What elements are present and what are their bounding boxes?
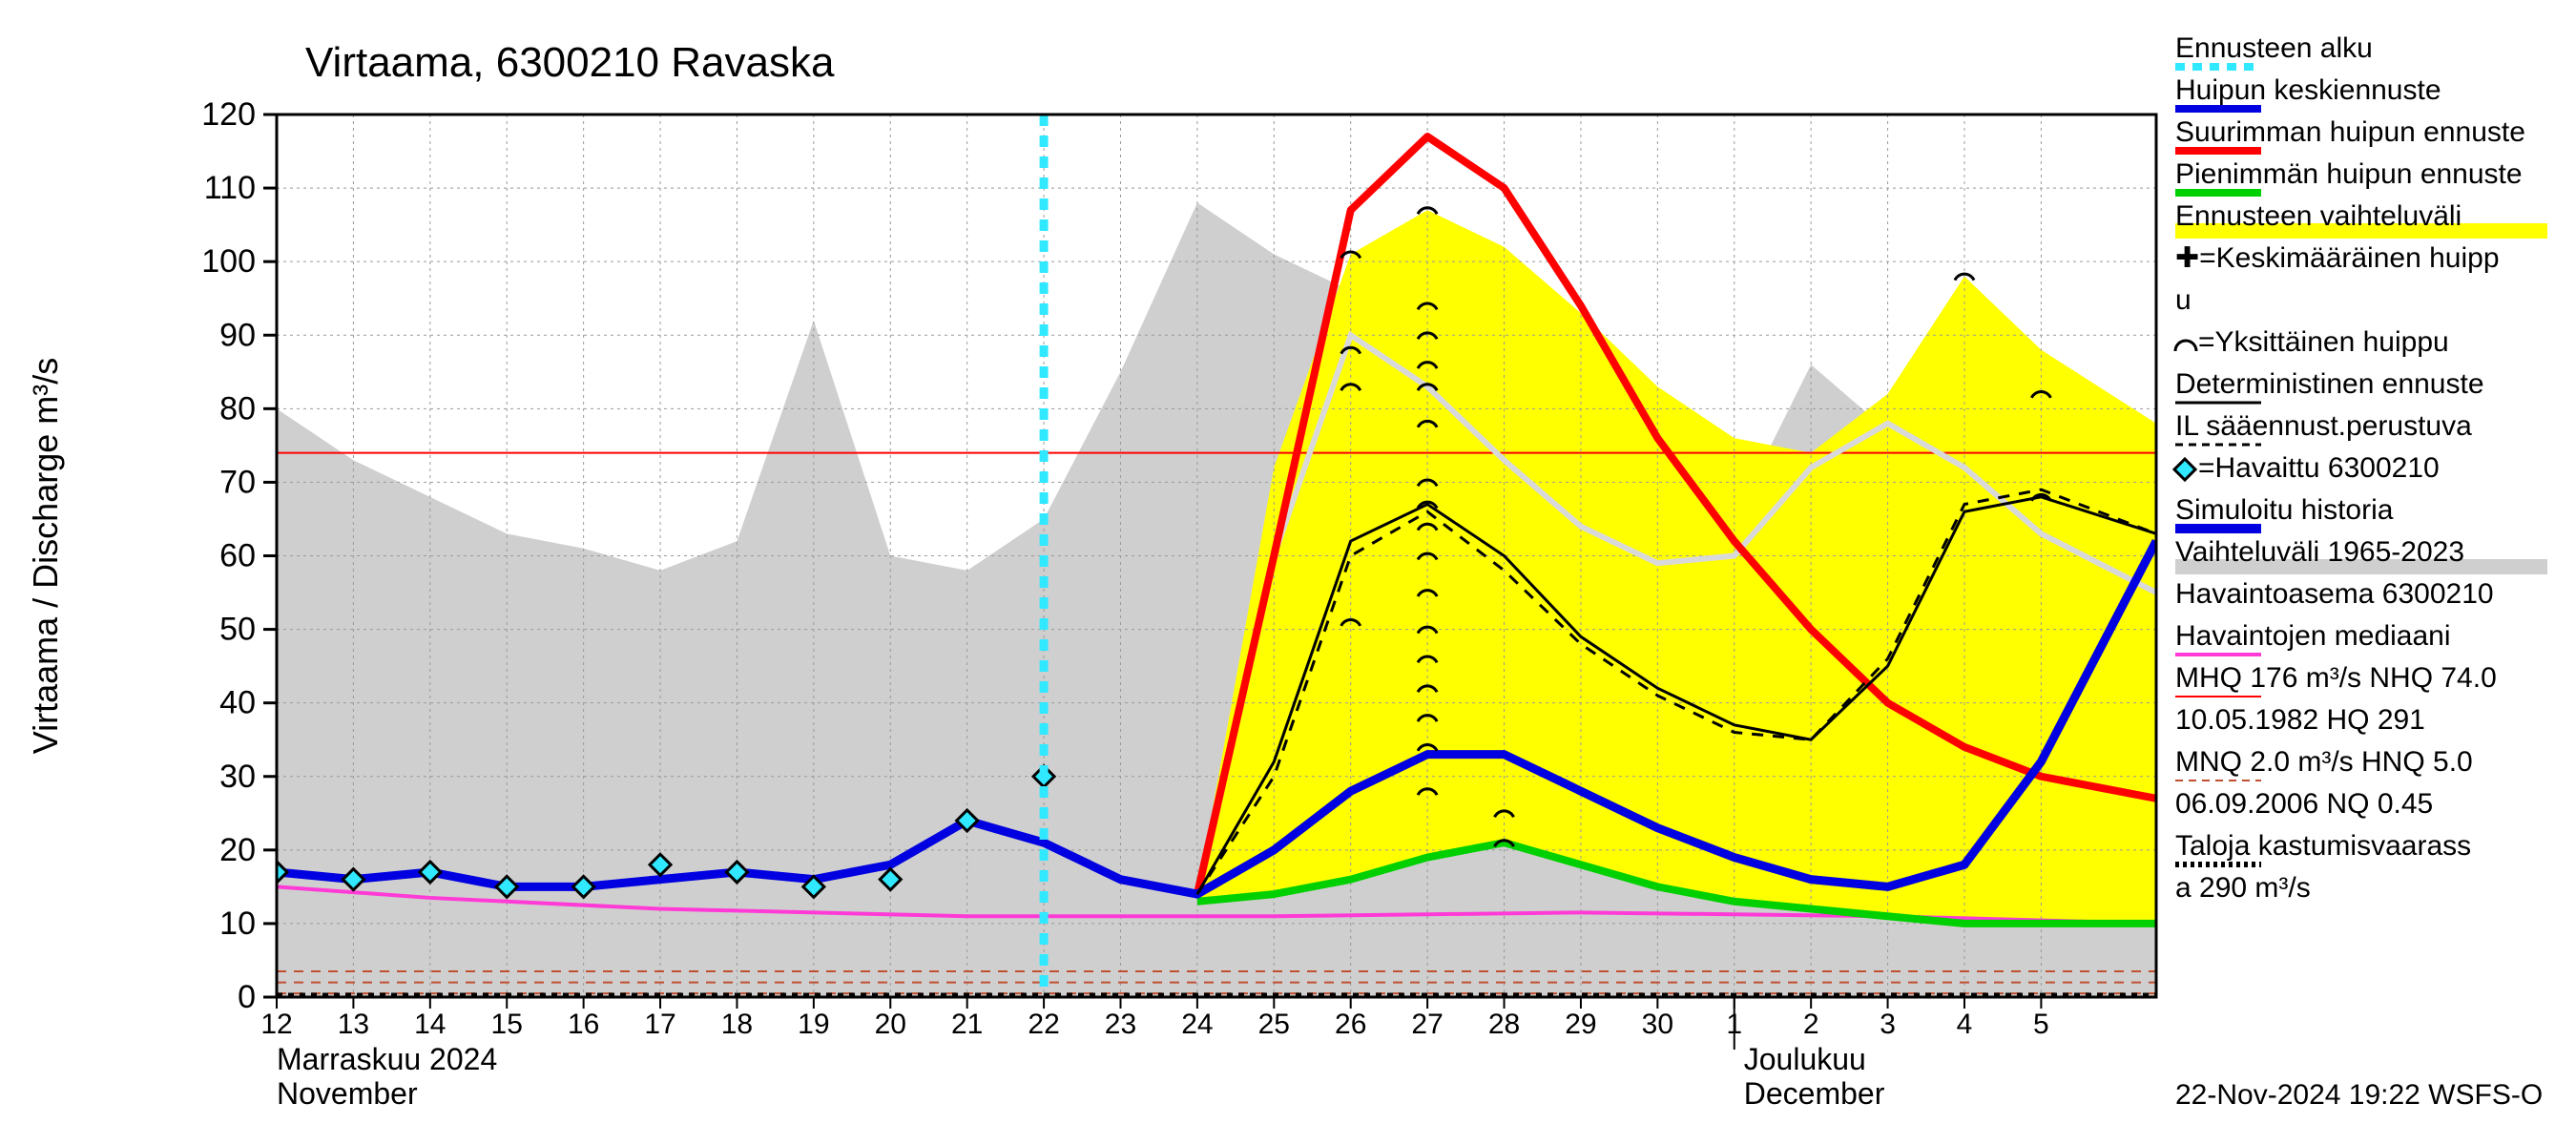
svg-text:27: 27: [1411, 1009, 1443, 1040]
svg-text:0: 0: [238, 979, 256, 1015]
svg-text:Pienimmän huipun ennuste: Pienimmän huipun ennuste: [2175, 158, 2523, 190]
svg-text:29: 29: [1565, 1009, 1596, 1040]
svg-text:Vaihteluväli 1965-2023: Vaihteluväli 1965-2023: [2175, 536, 2464, 568]
svg-text:120: 120: [201, 96, 256, 133]
svg-text:40: 40: [219, 685, 256, 721]
svg-text:Ennusteen alku: Ennusteen alku: [2175, 32, 2373, 64]
svg-text:Virtaama / Discharge m³/s: Virtaama / Discharge m³/s: [26, 358, 65, 754]
svg-text:Havaintojen mediaani: Havaintojen mediaani: [2175, 620, 2451, 652]
svg-text:✚=Keskimääräinen huipp: ✚=Keskimääräinen huipp: [2175, 242, 2500, 274]
svg-text:3: 3: [1880, 1009, 1896, 1040]
svg-text:Deterministinen ennuste: Deterministinen ennuste: [2175, 368, 2484, 400]
svg-text:22: 22: [1028, 1009, 1059, 1040]
svg-text:10.05.1982 HQ 291: 10.05.1982 HQ 291: [2175, 704, 2425, 736]
svg-text:21: 21: [951, 1009, 983, 1040]
svg-text:25: 25: [1258, 1009, 1290, 1040]
svg-text:26: 26: [1335, 1009, 1366, 1040]
svg-text:06.09.2006 NQ 0.45: 06.09.2006 NQ 0.45: [2175, 788, 2433, 820]
svg-text:28: 28: [1488, 1009, 1520, 1040]
svg-text:18: 18: [721, 1009, 753, 1040]
svg-text:Joulukuu: Joulukuu: [1744, 1042, 1866, 1076]
svg-text:50: 50: [219, 612, 256, 648]
svg-text:Taloja kastumisvaarass: Taloja kastumisvaarass: [2175, 830, 2471, 862]
svg-text:70: 70: [219, 464, 256, 500]
svg-text:2: 2: [1803, 1009, 1819, 1040]
svg-text:12: 12: [260, 1009, 292, 1040]
svg-text:22-Nov-2024 19:22 WSFS-O: 22-Nov-2024 19:22 WSFS-O: [2175, 1079, 2543, 1111]
svg-text:=Yksittäinen huippu: =Yksittäinen huippu: [2198, 326, 2449, 358]
svg-text:4: 4: [1957, 1009, 1973, 1040]
svg-text:16: 16: [568, 1009, 599, 1040]
svg-text:Marraskuu 2024: Marraskuu 2024: [277, 1042, 497, 1076]
svg-text:14: 14: [414, 1009, 446, 1040]
svg-text:MNQ 2.0 m³/s HNQ 5.0: MNQ 2.0 m³/s HNQ 5.0: [2175, 746, 2473, 778]
svg-text:Ennusteen vaihteluväli: Ennusteen vaihteluväli: [2175, 200, 2462, 232]
svg-text:u: u: [2175, 284, 2192, 316]
svg-text:Simuloitu historia: Simuloitu historia: [2175, 494, 2394, 526]
svg-text:10: 10: [219, 906, 256, 942]
svg-text:13: 13: [338, 1009, 369, 1040]
svg-text:20: 20: [219, 832, 256, 868]
svg-text:Havaintoasema 6300210: Havaintoasema 6300210: [2175, 578, 2494, 610]
svg-text:Suurimman huipun ennuste: Suurimman huipun ennuste: [2175, 116, 2525, 148]
svg-text:19: 19: [798, 1009, 829, 1040]
svg-text:90: 90: [219, 317, 256, 353]
svg-text:Virtaama, 6300210 Ravaska: Virtaama, 6300210 Ravaska: [305, 39, 835, 86]
svg-text:80: 80: [219, 390, 256, 427]
svg-text:a 290 m³/s: a 290 m³/s: [2175, 872, 2311, 904]
svg-text:30: 30: [1642, 1009, 1673, 1040]
svg-text:110: 110: [204, 170, 256, 206]
hydrograph-chart: 0 10 20 30 40 50 60 70 80 90 100 110 120 12 13 14 15 16 17…: [0, 0, 2576, 1145]
svg-text:15: 15: [491, 1009, 523, 1040]
svg-text:Huipun keskiennuste: Huipun keskiennuste: [2175, 74, 2441, 106]
svg-text:23: 23: [1105, 1009, 1136, 1040]
svg-text:17: 17: [644, 1009, 675, 1040]
svg-text:MHQ 176 m³/s NHQ 74.0: MHQ 176 m³/s NHQ 74.0: [2175, 662, 2497, 694]
svg-text:November: November: [277, 1076, 418, 1111]
svg-text:=Havaittu 6300210: =Havaittu 6300210: [2198, 452, 2440, 484]
chart-svg: 0 10 20 30 40 50 60 70 80 90 100 110 120 12 13 14 15 16 17…: [0, 0, 2576, 1145]
svg-text:30: 30: [219, 759, 256, 795]
svg-text:IL sääennust.perustuva: IL sääennust.perustuva: [2175, 410, 2472, 442]
svg-text:60: 60: [219, 538, 256, 574]
svg-text:December: December: [1744, 1076, 1885, 1111]
svg-text:100: 100: [201, 243, 256, 280]
svg-text:5: 5: [2033, 1009, 2049, 1040]
svg-text:24: 24: [1181, 1009, 1213, 1040]
svg-text:20: 20: [875, 1009, 906, 1040]
